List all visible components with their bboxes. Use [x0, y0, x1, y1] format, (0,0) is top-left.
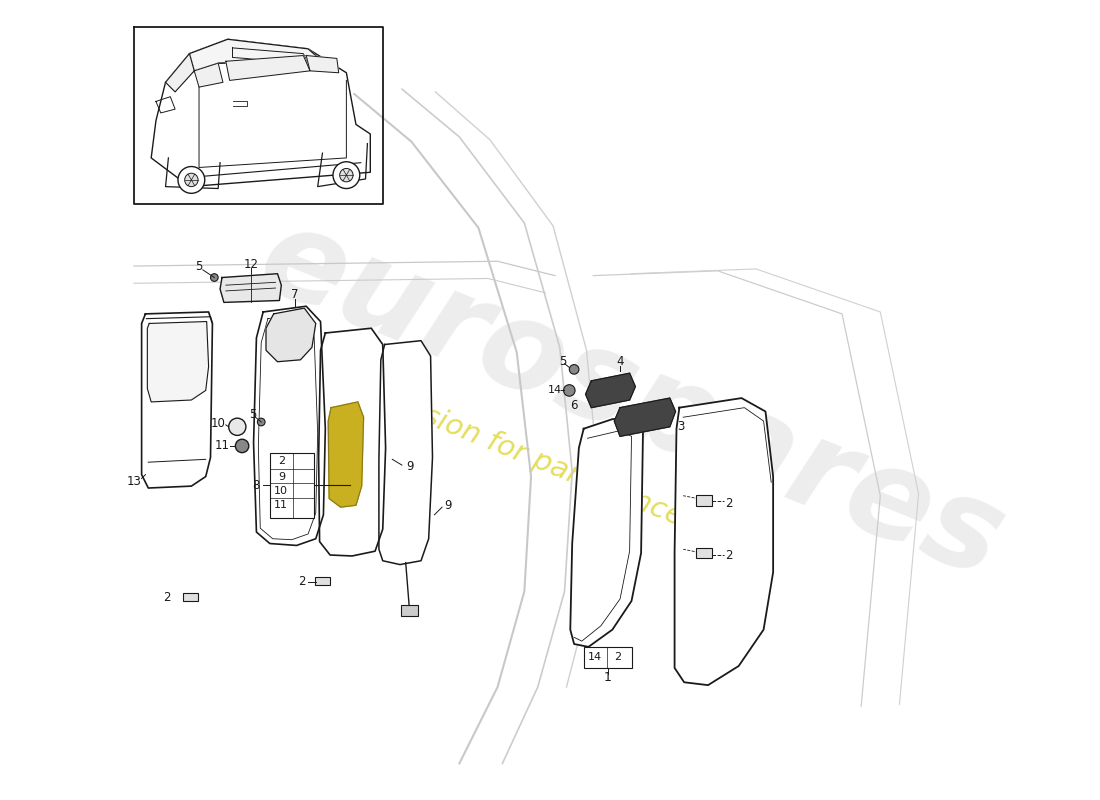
Polygon shape [378, 341, 432, 565]
Polygon shape [674, 398, 773, 685]
Text: 2: 2 [278, 456, 285, 466]
Polygon shape [266, 308, 316, 362]
Text: 10: 10 [211, 418, 226, 430]
Polygon shape [151, 39, 371, 186]
Text: 13: 13 [126, 475, 142, 488]
Text: 5: 5 [196, 259, 202, 273]
Polygon shape [147, 322, 209, 402]
Polygon shape [570, 418, 644, 647]
FancyBboxPatch shape [696, 548, 713, 558]
Text: 2: 2 [615, 652, 622, 662]
Polygon shape [319, 328, 386, 556]
Text: 5: 5 [249, 408, 256, 421]
Polygon shape [254, 306, 326, 546]
FancyBboxPatch shape [584, 647, 631, 668]
Text: 8: 8 [253, 478, 260, 492]
Circle shape [178, 166, 205, 194]
Circle shape [570, 365, 579, 374]
Text: 11: 11 [214, 439, 230, 453]
Circle shape [340, 169, 353, 182]
Text: 14: 14 [588, 652, 602, 662]
Text: 2: 2 [725, 497, 733, 510]
FancyBboxPatch shape [402, 606, 418, 616]
Polygon shape [142, 312, 212, 488]
Text: 6: 6 [571, 399, 578, 412]
Text: eurospares: eurospares [242, 196, 1021, 604]
Text: 2: 2 [163, 590, 170, 604]
FancyBboxPatch shape [696, 495, 713, 506]
Text: 11: 11 [274, 500, 288, 510]
Circle shape [563, 385, 575, 396]
Text: 1: 1 [604, 671, 612, 684]
Text: 2: 2 [725, 549, 733, 562]
Polygon shape [220, 274, 282, 302]
Text: 12: 12 [243, 258, 258, 270]
Circle shape [333, 162, 360, 189]
Polygon shape [585, 374, 636, 408]
Text: 4: 4 [616, 355, 624, 368]
Text: 9: 9 [278, 471, 285, 482]
Polygon shape [195, 63, 223, 87]
Polygon shape [226, 55, 310, 81]
Text: 2: 2 [298, 575, 306, 588]
Text: a passion for parts since 1985: a passion for parts since 1985 [345, 372, 764, 562]
Polygon shape [328, 402, 364, 507]
Text: 5: 5 [559, 355, 566, 368]
Circle shape [229, 418, 246, 435]
Polygon shape [189, 39, 322, 71]
Text: 14: 14 [548, 386, 562, 395]
Circle shape [185, 174, 198, 186]
Text: 10: 10 [274, 486, 288, 496]
FancyBboxPatch shape [316, 577, 330, 585]
Circle shape [235, 439, 249, 453]
Text: 3: 3 [678, 420, 685, 434]
Circle shape [210, 274, 218, 282]
Text: 9: 9 [406, 461, 414, 474]
FancyBboxPatch shape [184, 593, 198, 602]
Polygon shape [165, 54, 195, 92]
FancyBboxPatch shape [270, 453, 314, 518]
Text: 7: 7 [292, 288, 298, 302]
Polygon shape [306, 55, 339, 73]
Text: 9: 9 [444, 498, 452, 512]
Polygon shape [614, 398, 675, 436]
Circle shape [257, 418, 265, 426]
